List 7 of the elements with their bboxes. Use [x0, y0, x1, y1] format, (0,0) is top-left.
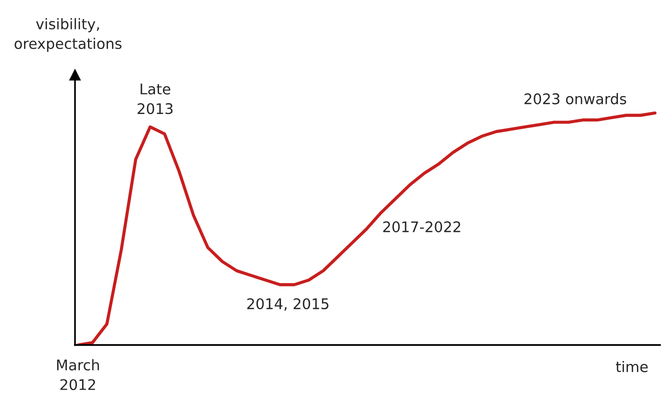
y-axis-title: visibility, orexpectations	[14, 18, 122, 52]
annotation: 2017-2022	[383, 221, 460, 232]
text: March 2012	[57, 359, 99, 390]
x-axis-title: time	[616, 360, 648, 372]
annotation: Late 2013	[138, 84, 173, 114]
text: 2023 onwards	[524, 93, 626, 104]
annotation: 2014, 2015	[247, 298, 328, 311]
